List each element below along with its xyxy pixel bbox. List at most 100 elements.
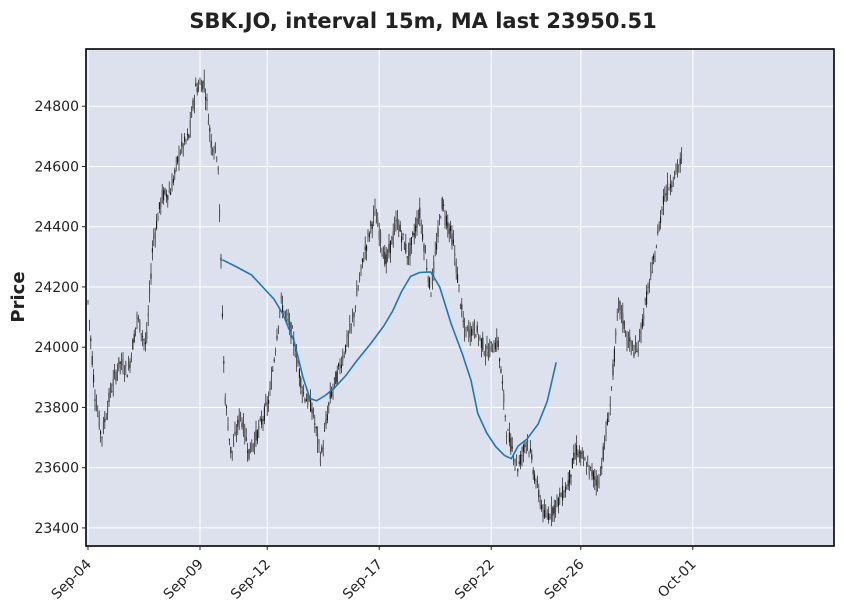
candle-body — [597, 476, 599, 486]
candle-body — [331, 391, 333, 397]
candle-body — [611, 386, 613, 388]
candle-body — [591, 469, 593, 477]
candle-body — [633, 352, 635, 357]
y-axis-label: Price — [8, 271, 29, 322]
candle-body — [655, 245, 657, 249]
candle-body — [574, 452, 576, 455]
candle-body — [520, 454, 522, 465]
candle-body — [94, 399, 96, 402]
candle-body — [314, 423, 316, 425]
candle-body — [164, 188, 166, 194]
candle-body — [632, 343, 634, 348]
candle-body — [448, 228, 450, 235]
candle-body — [318, 440, 320, 445]
candle-body — [517, 469, 519, 472]
candle-body — [300, 377, 302, 388]
candle-body — [521, 455, 523, 457]
candle-body — [590, 466, 592, 468]
candle-body — [158, 202, 160, 210]
candle-body — [270, 377, 272, 389]
candle-body — [189, 119, 191, 129]
candle-body — [195, 83, 197, 87]
candle-body — [515, 458, 517, 464]
candle-body — [286, 312, 288, 316]
candle-body — [135, 327, 137, 329]
candle-body — [149, 287, 151, 294]
candle-body — [249, 442, 251, 454]
candle-body — [436, 243, 438, 250]
candle-body — [259, 418, 261, 420]
candle-body — [672, 182, 674, 185]
candle-body — [605, 429, 607, 436]
candle-body — [598, 480, 600, 488]
candle-body — [165, 193, 167, 198]
candle-body — [245, 437, 247, 441]
x-tick-label: Sep-17 — [340, 557, 386, 603]
candle-body — [184, 136, 186, 142]
candle-body — [415, 225, 417, 232]
candle-body — [170, 192, 172, 195]
candle-body — [315, 426, 317, 429]
y-tick-label: 24200 — [34, 280, 79, 296]
candle-body — [283, 311, 285, 315]
candle-body — [303, 392, 305, 394]
candle-body — [238, 414, 240, 424]
candle-body — [646, 291, 648, 305]
candle-body — [563, 495, 565, 497]
candle-body — [371, 224, 373, 230]
candle-body — [123, 372, 125, 375]
x-axis: Sep-04 Sep-09 Sep-12 Sep-17 Sep-22 Sep-26 Oct-… — [49, 546, 700, 603]
candle-body — [420, 223, 422, 226]
candle-body — [359, 277, 361, 281]
candle-body — [437, 227, 439, 237]
candle-body — [564, 486, 566, 493]
candle-body — [146, 331, 148, 340]
candle-body — [461, 304, 463, 310]
candle-body — [623, 321, 625, 329]
candle-body — [639, 330, 641, 341]
candle-body — [130, 354, 132, 360]
candle-body — [581, 452, 583, 454]
candle-body — [476, 325, 478, 333]
candle-body — [381, 249, 383, 252]
candle-body — [567, 480, 569, 487]
candle-body — [98, 415, 100, 428]
plot-frame — [85, 48, 835, 547]
candle-body — [252, 443, 254, 448]
candle-body — [178, 151, 180, 161]
candle-body — [345, 344, 347, 352]
candle-body — [616, 316, 618, 317]
candle-body — [336, 370, 338, 383]
candle-body — [594, 476, 596, 480]
candle-body — [350, 323, 352, 325]
candle-body — [500, 369, 502, 374]
y-axis: 23400 23600 23800 24000 24200 24400 24600 24800 — [34, 99, 86, 537]
moving-average-line — [222, 259, 557, 460]
candle-body — [137, 317, 139, 319]
candle-body — [458, 284, 460, 286]
candle-body — [343, 355, 345, 357]
candle-body — [392, 231, 394, 241]
candle-body — [401, 236, 403, 243]
candle-body — [629, 337, 631, 342]
candle-body — [678, 165, 680, 167]
candle-body — [276, 335, 278, 340]
candle-body — [356, 290, 358, 297]
candle-body — [357, 287, 359, 290]
candle-body — [475, 334, 477, 338]
candle-body — [289, 320, 291, 328]
candle-body — [395, 220, 397, 222]
candle-body — [199, 82, 201, 84]
candle-body — [226, 406, 228, 408]
candle-body — [501, 381, 503, 384]
candle-body — [602, 446, 604, 460]
candle-body — [524, 445, 526, 447]
candle-body — [136, 315, 138, 320]
candle-body — [319, 457, 321, 463]
candle-body — [459, 304, 461, 307]
candle-body — [219, 209, 221, 217]
candle-body — [472, 323, 474, 333]
x-tick-label: Sep-12 — [228, 557, 274, 603]
candle-body — [177, 156, 179, 163]
candle-body — [227, 424, 229, 430]
